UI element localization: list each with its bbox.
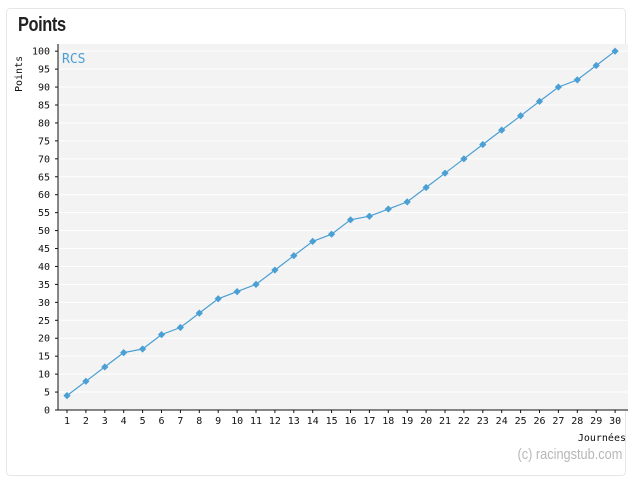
data-point: [403, 198, 411, 206]
series-rcs: [63, 47, 619, 400]
y-tick-label: 60: [38, 190, 50, 201]
x-tick-label: 23: [477, 416, 489, 427]
y-tick-label: 5: [44, 388, 50, 399]
x-tick-label: 20: [420, 416, 432, 427]
data-point: [535, 97, 544, 106]
x-tick-label: 3: [102, 416, 108, 427]
x-tick-label: 15: [326, 416, 338, 427]
x-tick-label: 9: [215, 416, 221, 427]
series-line-rcs: [66, 50, 616, 397]
data-point: [479, 140, 487, 149]
y-tick-label: 0: [44, 406, 50, 417]
x-tick-labels: 1 2 3 4 5 6 7 8 9 10 11 12 13 14 15 16 17 18 19 20 21 22 23 24 2…: [64, 416, 621, 427]
x-tick-label: 19: [401, 416, 413, 427]
data-point: [252, 280, 260, 289]
y-tick-label: 45: [38, 244, 50, 255]
y-tick-label: 80: [38, 118, 50, 129]
chart-title: Points: [18, 14, 66, 36]
data-point: [517, 112, 525, 120]
y-tick-label: 35: [38, 280, 50, 291]
data-point: [422, 183, 430, 192]
data-point: [195, 309, 203, 317]
y-tick-label: 30: [38, 298, 50, 309]
x-tick-label: 25: [515, 416, 527, 427]
x-tick-label: 4: [121, 416, 127, 427]
x-tick-label: 29: [590, 416, 602, 427]
x-tick-label: 12: [269, 416, 281, 427]
x-tick-label: 30: [609, 416, 621, 427]
data-point: [82, 377, 90, 385]
y-tick-label: 15: [38, 352, 50, 363]
y-tick-label: 95: [38, 65, 50, 76]
y-tick-label: 50: [38, 226, 50, 237]
y-tick-label: 90: [38, 83, 50, 94]
data-point: [101, 363, 109, 371]
axes: [55, 44, 628, 413]
data-point: [63, 392, 71, 400]
data-point: [365, 212, 373, 220]
x-tick-label: 16: [344, 416, 356, 427]
x-tick-label: 1: [64, 416, 70, 427]
y-axis-label: Points: [14, 56, 25, 92]
data-point: [611, 47, 619, 55]
y-tick-labels: 0 5 10 15 20 25 30 35 40 45 50 55 60 65 70 75 80 85 90 95 10…: [32, 47, 50, 417]
y-tick-label: 75: [38, 136, 50, 147]
data-point: [176, 323, 184, 332]
x-tick-label: 7: [177, 416, 183, 427]
y-tick-label: 40: [38, 262, 50, 273]
data-point: [120, 348, 128, 357]
x-tick-label: 24: [496, 416, 508, 427]
x-tick-label: 22: [458, 416, 470, 427]
x-tick-label: 8: [196, 416, 202, 427]
data-point: [573, 76, 581, 84]
x-tick-label: 28: [571, 416, 583, 427]
x-tick-label: 17: [363, 416, 375, 427]
x-axis-label: Journées: [578, 432, 626, 444]
data-point: [498, 126, 506, 134]
y-tick-label: 20: [38, 334, 50, 345]
x-tick-label: 26: [533, 416, 545, 427]
y-tick-label: 100: [32, 47, 50, 58]
data-point: [214, 295, 222, 303]
x-tick-label: 5: [140, 416, 146, 427]
x-tick-label: 10: [231, 416, 243, 427]
data-point: [290, 252, 298, 260]
y-tick-label: 85: [38, 101, 50, 112]
x-tick-label: 14: [307, 416, 319, 427]
x-tick-label: 21: [439, 416, 451, 427]
grid-lines: [58, 50, 628, 393]
data-point: [309, 237, 317, 245]
x-tick-label: 11: [250, 416, 262, 427]
data-point: [139, 345, 147, 353]
data-point: [441, 169, 449, 177]
x-tick-label: 27: [552, 416, 564, 427]
data-point: [271, 266, 279, 274]
watermark: (c) racingstub.com: [517, 446, 622, 463]
y-tick-label: 70: [38, 154, 50, 165]
x-tick-label: 13: [288, 416, 300, 427]
data-point: [554, 83, 562, 91]
data-point: [460, 155, 468, 163]
data-point: [346, 216, 355, 224]
series-label-rcs: RCS: [62, 52, 85, 67]
data-point: [328, 230, 336, 238]
data-point: [592, 61, 600, 70]
y-tick-label: 10: [38, 370, 50, 381]
y-tick-label: 65: [38, 172, 50, 183]
y-tick-label: 25: [38, 316, 50, 327]
data-point: [233, 287, 241, 296]
x-tick-label: 18: [382, 416, 394, 427]
x-tick-label: 2: [83, 416, 89, 427]
data-point: [384, 205, 392, 213]
x-tick-label: 6: [158, 416, 164, 427]
data-point: [157, 331, 166, 339]
y-tick-label: 55: [38, 208, 50, 219]
